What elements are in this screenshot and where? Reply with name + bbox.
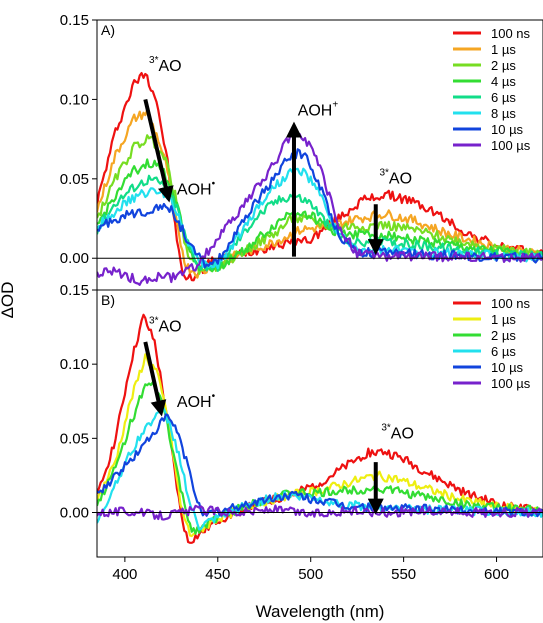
species-annotation: AOH• bbox=[177, 391, 216, 411]
series-line bbox=[97, 504, 543, 521]
y-axis-title: ΔOD bbox=[0, 282, 17, 319]
x-axis-title: Wavelength (nm) bbox=[256, 602, 385, 621]
species-annotation: 3*AO bbox=[379, 168, 412, 188]
legend-label: 100 ns bbox=[491, 296, 531, 311]
y-tick-label: 0.00 bbox=[60, 250, 89, 267]
legend-label: 6 µs bbox=[491, 90, 516, 105]
species-annotation: 3*AO bbox=[381, 422, 414, 442]
y-tick-label: 0.15 bbox=[60, 282, 89, 299]
legend-label: 100 µs bbox=[491, 376, 531, 391]
series-line bbox=[97, 134, 543, 275]
x-tick-label: 500 bbox=[298, 566, 323, 583]
y-tick-label: 0.10 bbox=[60, 356, 89, 373]
species-annotation: AOH• bbox=[177, 179, 216, 199]
y-tick-label: 0.05 bbox=[60, 430, 89, 447]
series-line bbox=[97, 381, 543, 535]
x-tick-label: 550 bbox=[391, 566, 416, 583]
y-tick-label: 0.10 bbox=[60, 91, 89, 108]
series-line bbox=[97, 413, 543, 518]
legend-label: 2 µs bbox=[491, 58, 516, 73]
annotation-arrow bbox=[143, 98, 174, 203]
legend-label: 2 µs bbox=[491, 328, 516, 343]
series-line bbox=[97, 128, 543, 286]
panel-label-b: B) bbox=[101, 292, 115, 308]
annotation-arrow bbox=[143, 341, 167, 417]
legend-label: 6 µs bbox=[491, 344, 516, 359]
plot-frame-b bbox=[96, 289, 543, 558]
x-tick-label: 400 bbox=[112, 566, 137, 583]
panel-label-a: A) bbox=[101, 22, 115, 38]
x-tick-label: 600 bbox=[484, 566, 509, 583]
legend-label: 1 µs bbox=[491, 42, 516, 57]
species-annotation: AOH+ bbox=[298, 99, 339, 119]
legend-label: 100 ns bbox=[491, 26, 531, 41]
species-annotation: 3*AO bbox=[149, 316, 182, 336]
legend-label: 8 µs bbox=[491, 106, 516, 121]
legend-label: 100 µs bbox=[491, 138, 531, 153]
legend-label: 10 µs bbox=[491, 122, 524, 137]
y-tick-label: 0.15 bbox=[60, 12, 89, 29]
y-tick-label: 0.05 bbox=[60, 171, 89, 188]
x-tick-label: 450 bbox=[205, 566, 230, 583]
species-annotation: 3*AO bbox=[149, 55, 182, 75]
series-line bbox=[97, 148, 543, 269]
legend-label: 10 µs bbox=[491, 360, 524, 375]
y-tick-label: 0.00 bbox=[60, 505, 89, 522]
panel-a: 3*AO AOH• AOH+ 3*AO 100 ns1 µs2 µs4 µs6 µs8… bbox=[60, 12, 543, 291]
legend-label: 1 µs bbox=[491, 312, 516, 327]
legend-label: 4 µs bbox=[491, 74, 516, 89]
